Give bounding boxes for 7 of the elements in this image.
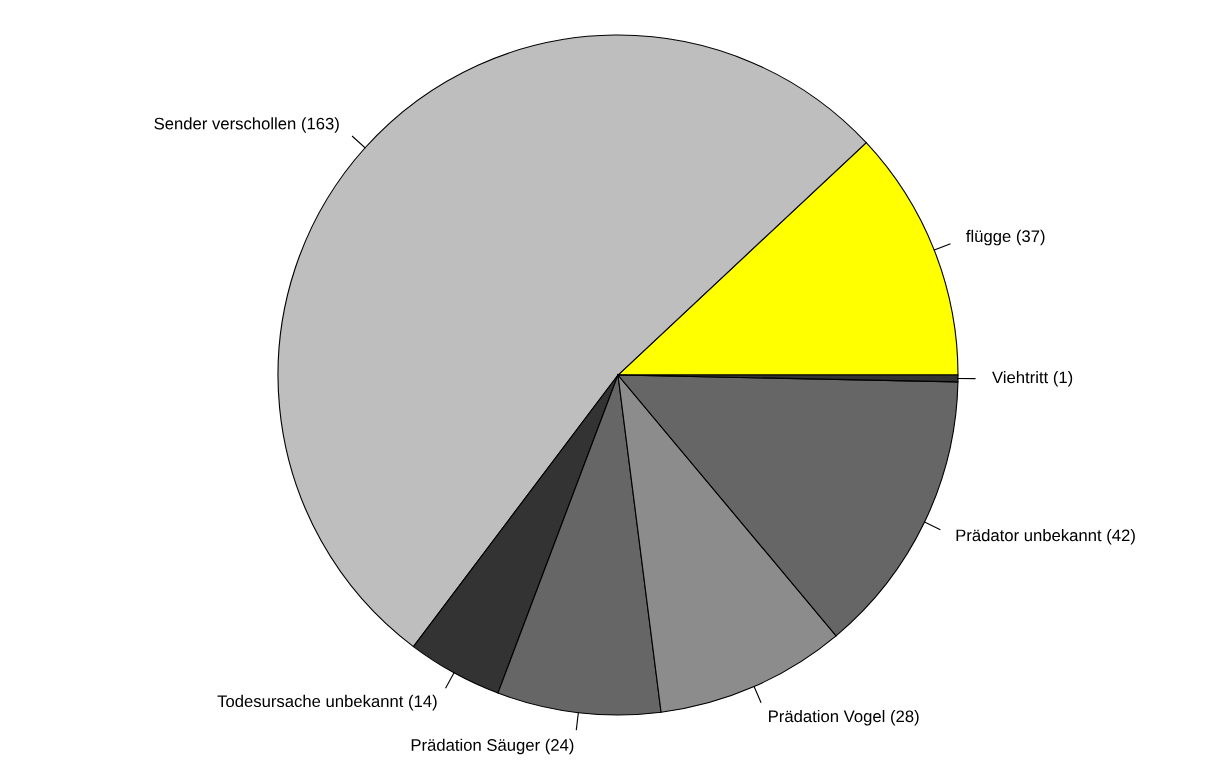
slice-label: Prädator unbekannt (42) [956,529,1135,545]
slice-label: Viehtritt (1) [992,371,1073,387]
slice-label: Prädation Säuger (24) [411,738,574,755]
slice-label: Sender verschollen (163) [154,117,339,133]
slice-label: flügge (37) [966,229,1045,246]
slice-label: Prädation Vogel (28) [769,709,919,726]
slice-label: Todesursache unbekannt (14) [217,694,437,711]
